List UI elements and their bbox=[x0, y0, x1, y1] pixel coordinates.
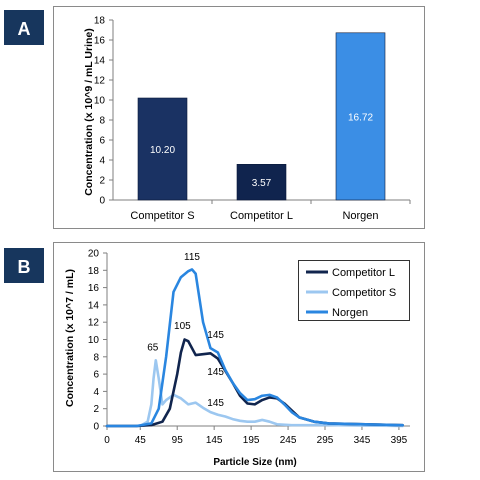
bar-value-label-norgen: 16.72 bbox=[348, 112, 373, 123]
category-label-norgen: Norgen bbox=[342, 210, 378, 222]
bar-norgen bbox=[335, 32, 386, 201]
panel-b-x-tick-label: 395 bbox=[391, 435, 408, 446]
peak-annotation: 145 bbox=[207, 330, 224, 341]
bar-competitor-l bbox=[236, 164, 287, 201]
legend-label-competitor-l: Competitor L bbox=[332, 267, 395, 279]
peak-annotation: 115 bbox=[184, 252, 200, 263]
peak-annotation: 105 bbox=[174, 321, 191, 332]
panel-a-y-tick-label: 12 bbox=[94, 76, 106, 87]
panel-b-y-tick-label: 8 bbox=[93, 352, 99, 363]
panel-a-y-tick-label: 14 bbox=[94, 56, 106, 67]
peak-annotation: 145 bbox=[207, 367, 224, 378]
panel-b-y-axis-label: Concentration (x 10^7 / mL) bbox=[64, 269, 76, 407]
panel-b-x-tick-label: 45 bbox=[135, 435, 147, 446]
legend-label-norgen: Norgen bbox=[332, 307, 368, 319]
panel-b-y-tick-label: 10 bbox=[88, 335, 100, 346]
panel-b-x-tick-label: 295 bbox=[317, 435, 334, 446]
panel-b-x-tick-label: 195 bbox=[243, 435, 260, 446]
bar-value-label-competitor-l: 3.57 bbox=[252, 178, 272, 189]
panel-a-badge-label: A bbox=[18, 19, 31, 39]
panel-b-y-tick-label: 12 bbox=[88, 318, 100, 329]
panel-b-badge bbox=[4, 248, 44, 283]
series-line-competitor-s bbox=[105, 358, 404, 428]
panel-b-x-tick-label: 345 bbox=[354, 435, 371, 446]
panel-a-y-tick-label: 8 bbox=[99, 116, 105, 127]
panel-b-y-tick-label: 14 bbox=[88, 300, 100, 311]
panel-a-y-tick-label: 18 bbox=[94, 16, 106, 27]
panel-a-y-tick-label: 2 bbox=[99, 176, 105, 187]
bar-chart-a: 0 2 4 6 8 10 12 14 16 18 10.20 Competitor S 3.57 Comp… bbox=[94, 16, 411, 222]
panel-a-y-tick-label: 0 bbox=[99, 196, 105, 207]
panel-b-y-tick-label: 20 bbox=[88, 249, 100, 260]
panel-b-y-tick-label: 16 bbox=[88, 283, 100, 294]
panel-b-legend: Competitor L Competitor S Norgen bbox=[298, 260, 410, 321]
panel-b-y-tick-label: 4 bbox=[93, 387, 99, 398]
category-label-competitor-s: Competitor S bbox=[130, 210, 194, 222]
line-chart-b: 0 2 4 6 8 10 12 14 16 18 20 0 45 95 145 195 245 295 345 395… bbox=[88, 249, 410, 446]
panel-b-y-tick-label: 6 bbox=[93, 370, 99, 381]
panel-a-y-tick-label: 4 bbox=[99, 156, 105, 167]
peak-annotation: 145 bbox=[207, 398, 224, 409]
category-label-competitor-l: Competitor L bbox=[230, 210, 293, 222]
panel-b-x-tick-label: 245 bbox=[280, 435, 297, 446]
legend-label-competitor-s: Competitor S bbox=[332, 287, 396, 299]
panel-b-x-tick-label: 145 bbox=[206, 435, 223, 446]
panel-a-y-tick-label: 16 bbox=[94, 36, 106, 47]
peak-annotation: 65 bbox=[147, 343, 159, 354]
panel-a-badge bbox=[4, 10, 44, 45]
panel-a-y-axis-label: Concentration (x 10^9 / mL Urine) bbox=[83, 28, 95, 196]
series-line-norgen bbox=[105, 268, 404, 428]
panel-b-y-tick-label: 2 bbox=[93, 404, 99, 415]
panel-b-y-tick-label: 18 bbox=[88, 266, 100, 277]
panel-a-y-tick-label: 6 bbox=[99, 136, 105, 147]
panel-a-y-tick-label: 10 bbox=[94, 96, 106, 107]
panel-b-y-tick-label: 0 bbox=[93, 422, 99, 433]
panel-b-x-tick-label: 95 bbox=[172, 435, 184, 446]
bar-competitor-s bbox=[137, 97, 188, 201]
panel-b-badge-label: B bbox=[18, 257, 31, 277]
panel-b-x-tick-label: 0 bbox=[104, 435, 110, 446]
bar-value-label-competitor-s: 10.20 bbox=[150, 145, 175, 156]
panel-b-x-axis-label: Particle Size (nm) bbox=[213, 457, 296, 468]
